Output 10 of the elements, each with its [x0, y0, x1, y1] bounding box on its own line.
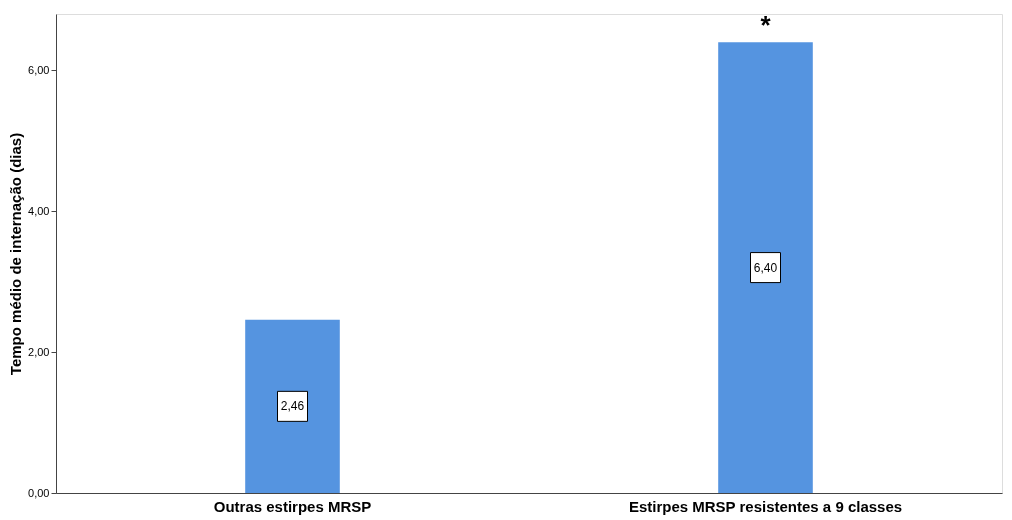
y-tick-label: 2,00	[28, 345, 50, 358]
x-tick-label: Outras estirpes MRSP	[213, 497, 372, 515]
data-label: 6,40	[753, 260, 778, 275]
x-tick-label: Estirpes MRSP resistentes a 9 classes	[628, 497, 903, 515]
y-tick-label: 0,00	[28, 486, 50, 499]
y-tick-label: 6,00	[28, 63, 50, 76]
annotation: *	[760, 10, 772, 41]
y-tick-label: 4,00	[28, 204, 50, 217]
y-axis-title: Tempo médio de internação (dias)	[7, 132, 25, 376]
data-label: 2,46	[280, 399, 305, 414]
